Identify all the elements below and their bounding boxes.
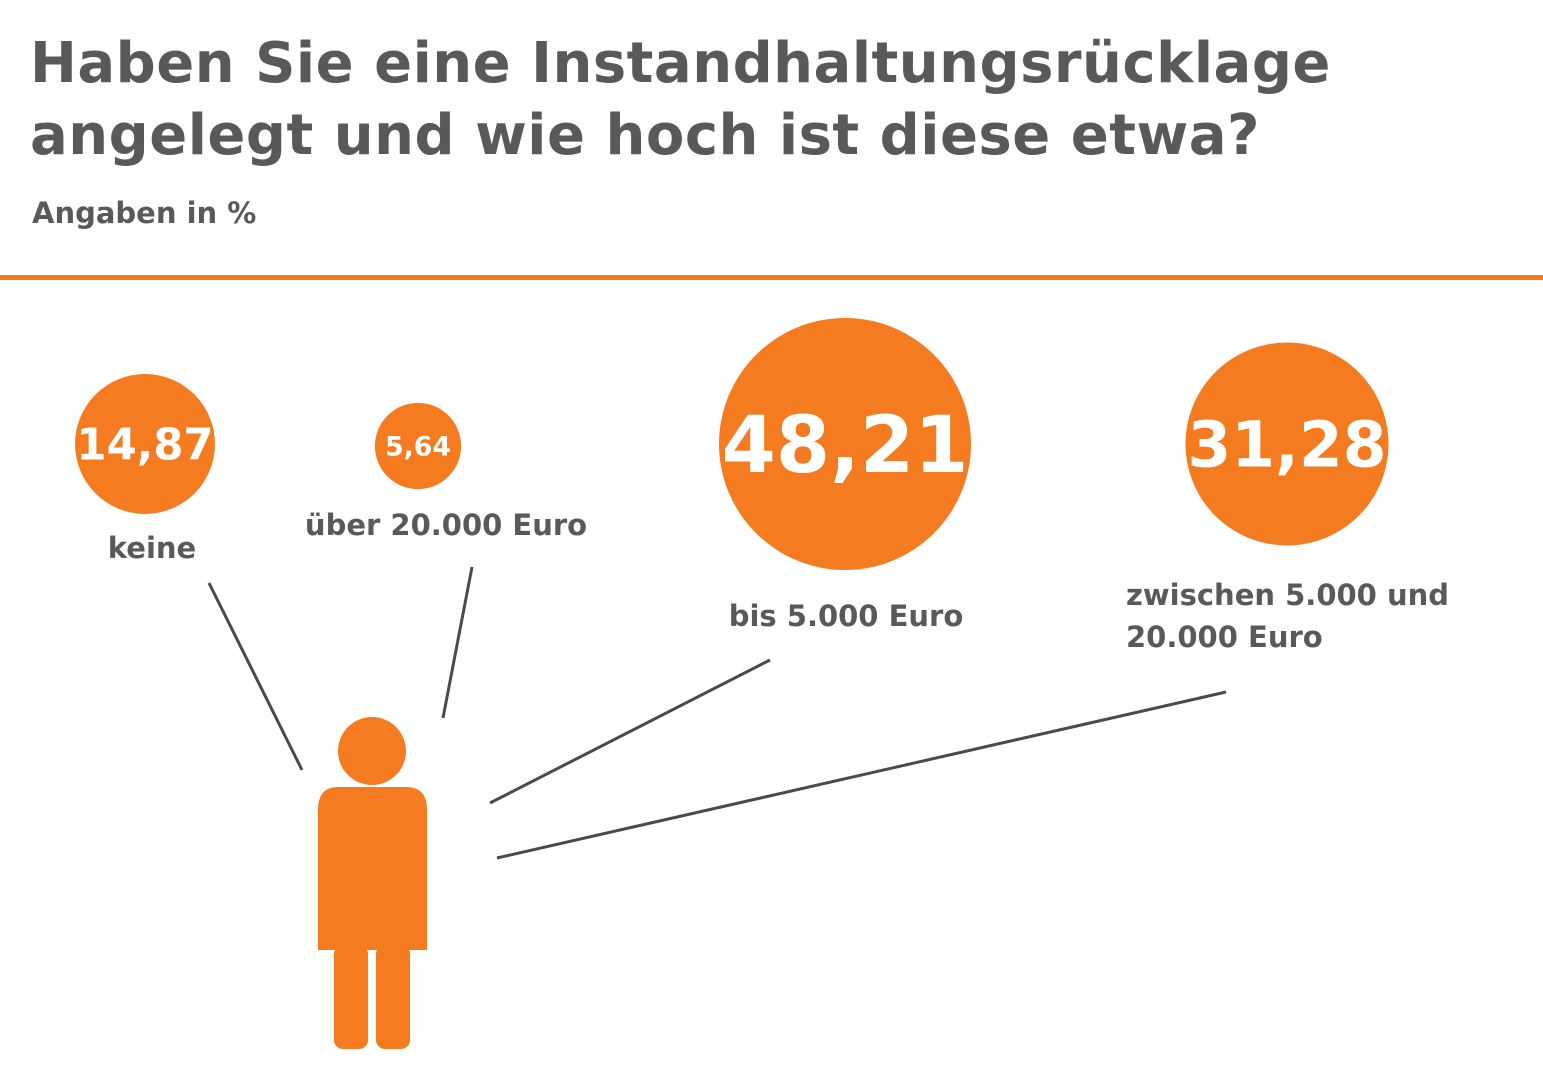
bubble bbox=[719, 318, 971, 570]
connector-lines bbox=[207, 566, 1227, 860]
chart-title: Haben Sie eine Instandhaltungsrücklage a… bbox=[30, 31, 1331, 168]
category-labels: keine über 20.000 Euro bis 5.000 Euro zwisc… bbox=[108, 508, 1449, 654]
bubble-value-label: 48,21 bbox=[721, 400, 968, 491]
category-label: über 20.000 Euro bbox=[305, 508, 587, 542]
bubble bbox=[1185, 342, 1389, 546]
category-label-line: keine bbox=[108, 531, 196, 565]
category-label-line: über 20.000 Euro bbox=[305, 508, 587, 542]
orange-divider bbox=[0, 275, 1543, 280]
category-label-line: zwischen 5.000 und bbox=[1126, 578, 1449, 612]
chart-subtitle: Angaben in % bbox=[32, 196, 257, 230]
category-label: keine bbox=[108, 531, 196, 565]
category-label-line: 20.000 Euro bbox=[1126, 620, 1323, 654]
bubbles: 14,87 5,64 48,21 31,28 bbox=[75, 318, 1389, 570]
category-label: zwischen 5.000 und 20.000 Euro bbox=[1126, 578, 1449, 654]
category-label: bis 5.000 Euro bbox=[729, 599, 964, 633]
connector-line bbox=[496, 690, 1227, 860]
connector-line bbox=[489, 658, 771, 805]
connector-line bbox=[207, 582, 304, 771]
connector-line bbox=[441, 566, 474, 719]
category-label-line: bis 5.000 Euro bbox=[729, 599, 964, 633]
bubble bbox=[374, 402, 462, 490]
bubble bbox=[75, 374, 215, 514]
bubble-value-label: 5,64 bbox=[385, 432, 451, 463]
person-icon bbox=[318, 717, 427, 1049]
bubble-value-label: 31,28 bbox=[1188, 409, 1387, 482]
bubble-value-label: 14,87 bbox=[76, 421, 213, 471]
